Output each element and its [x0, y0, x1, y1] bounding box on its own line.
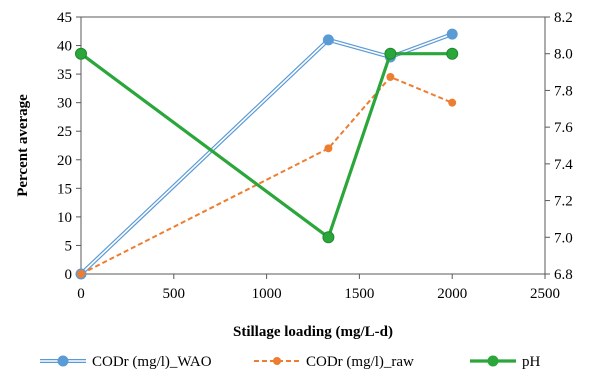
plot-border [80, 16, 546, 275]
series-point [322, 34, 334, 46]
y-tick-label: 40 [57, 39, 72, 55]
y2-tick-label: 8.0 [554, 47, 573, 63]
y-tick-label: 25 [57, 124, 72, 140]
y2-tick-label: 7.6 [554, 120, 573, 136]
legend-item: CODr (mg/l)_WAO [40, 354, 212, 370]
y2-tick-label: 7.4 [554, 157, 573, 173]
legend-label: CODr (mg/l)_raw [306, 354, 414, 370]
y2-tick-label: 8.2 [554, 10, 573, 26]
series-group [75, 28, 459, 280]
y2-tick-label: 7.2 [554, 194, 573, 210]
series-2 [75, 47, 459, 244]
x-tick-label: 2000 [437, 286, 467, 302]
series-line [79, 32, 453, 276]
legend-label: CODr (mg/l)_WAO [92, 354, 212, 370]
series-point [384, 47, 397, 60]
x-tick-label: 500 [163, 286, 186, 302]
y-tick-label: 0 [65, 267, 73, 283]
x-tick-label: 2500 [530, 286, 560, 302]
y-tick-label: 30 [57, 96, 72, 112]
y-tick-label: 45 [57, 10, 72, 26]
x-tick-label: 0 [77, 286, 85, 302]
legend-label: pH [522, 354, 541, 370]
series-line-inner [80, 33, 453, 275]
plot-frame [80, 16, 546, 275]
series-point [448, 98, 457, 107]
y-axis-ticks: 0 5 10 15 20 25 30 35 40 45 [57, 10, 81, 283]
series-point [322, 231, 335, 244]
series-point [77, 270, 85, 278]
series-point [75, 47, 87, 60]
y-tick-label: 5 [65, 238, 73, 254]
series-point [386, 72, 395, 81]
series-point [446, 28, 458, 40]
series-1 [77, 72, 457, 278]
legend-swatch-marker [273, 357, 281, 365]
x-axis-ticks: 0 500 1000 1500 2000 2500 [77, 274, 560, 302]
y-axis-title: Percent average [15, 94, 31, 197]
y-tick-label: 20 [57, 153, 72, 169]
x-axis-title: Stillage loading (mg/L-d) [233, 324, 393, 340]
legend-swatch-marker [487, 355, 499, 367]
y-tick-label: 10 [57, 210, 72, 226]
y2-tick-label: 6.8 [554, 267, 573, 283]
y-tick-label: 35 [57, 67, 72, 83]
series-point [446, 47, 459, 60]
y2-axis-ticks: 6.8 7.0 7.2 7.4 7.6 7.8 8.0 8.2 [545, 10, 573, 283]
y-tick-label: 15 [57, 181, 72, 197]
series-line [80, 52, 453, 239]
series-0 [75, 28, 458, 280]
x-tick-label: 1500 [344, 286, 374, 302]
series-line [80, 75, 453, 275]
series-point [324, 144, 333, 153]
y2-tick-label: 7.0 [554, 230, 573, 246]
x-tick-label: 1000 [252, 286, 282, 302]
legend: CODr (mg/l)_WAO CODr (mg/l)_raw pH [40, 354, 541, 370]
legend-swatch-marker [57, 355, 69, 367]
legend-item: pH [470, 354, 541, 370]
y2-tick-label: 7.8 [554, 83, 573, 99]
legend-item: CODr (mg/l)_raw [254, 354, 414, 370]
